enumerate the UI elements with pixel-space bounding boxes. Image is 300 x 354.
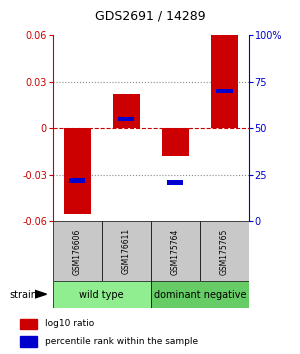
- Bar: [118, 117, 134, 121]
- Bar: [113, 94, 140, 128]
- Text: GSM175765: GSM175765: [220, 228, 229, 275]
- Text: percentile rank within the sample: percentile rank within the sample: [45, 337, 198, 346]
- Text: GSM176611: GSM176611: [122, 228, 131, 274]
- Bar: [20, 319, 37, 329]
- Bar: [211, 35, 238, 128]
- Bar: [64, 128, 91, 213]
- Bar: [151, 281, 249, 308]
- Bar: [162, 128, 189, 156]
- Bar: [151, 221, 200, 281]
- Bar: [52, 281, 151, 308]
- Text: wild type: wild type: [79, 290, 124, 300]
- Text: GSM176606: GSM176606: [73, 228, 82, 275]
- Text: GDS2691 / 14289: GDS2691 / 14289: [95, 10, 205, 22]
- Bar: [167, 180, 183, 184]
- Polygon shape: [34, 290, 46, 298]
- Bar: [52, 221, 102, 281]
- Text: dominant negative: dominant negative: [154, 290, 246, 300]
- Bar: [20, 336, 37, 347]
- Bar: [102, 221, 151, 281]
- Text: log10 ratio: log10 ratio: [45, 319, 94, 329]
- Bar: [216, 89, 232, 93]
- Bar: [200, 221, 249, 281]
- Text: strain: strain: [9, 290, 37, 299]
- Text: GSM175764: GSM175764: [171, 228, 180, 275]
- Bar: [69, 178, 85, 183]
